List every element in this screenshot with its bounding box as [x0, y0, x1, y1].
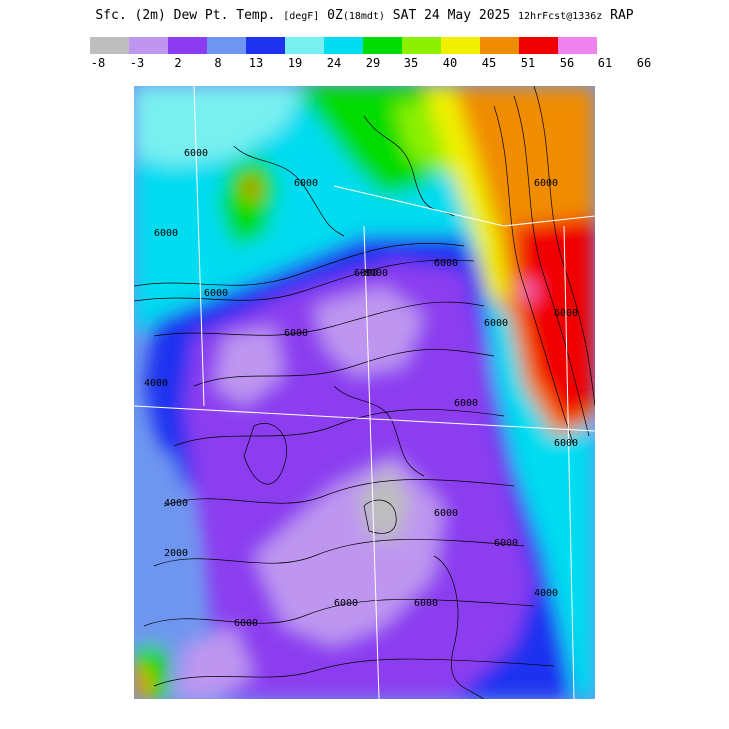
- title-model: RAP: [610, 8, 634, 23]
- terrain-contours: [134, 86, 595, 699]
- contour-label: 4000: [144, 378, 168, 389]
- contour-label: 6000: [334, 598, 358, 609]
- contour-label: 6000: [494, 538, 518, 549]
- legend-tick-label: 29: [365, 56, 381, 70]
- legend-swatch: [558, 37, 597, 54]
- dewpoint-fill: [134, 86, 595, 699]
- dewpoint-map: 6000 6000 6000 6000 6000 6000 6000 6000 6000 6000…: [134, 86, 595, 699]
- legend-swatch: [207, 37, 246, 54]
- color-legend: [90, 37, 597, 54]
- legend-tick-label: 13: [248, 56, 264, 70]
- legend-tick-label: 24: [326, 56, 342, 70]
- contour-label: 6000: [154, 228, 178, 239]
- legend-tick-label: 56: [559, 56, 575, 70]
- legend-tick-label: -8: [90, 56, 106, 70]
- contour-label: 6000: [184, 148, 208, 159]
- contour-label: 6000: [554, 308, 578, 319]
- title-prefix: Sfc. (2m) Dew Pt. Temp.: [95, 8, 276, 23]
- title-run: 12hrFcst@1336z: [518, 11, 603, 22]
- contour-label: 6000: [554, 438, 578, 449]
- contour-label: 6000: [284, 328, 308, 339]
- legend-tick-label: 61: [597, 56, 613, 70]
- contour-label: 6000: [294, 178, 318, 189]
- legend-tick-label: 2: [174, 56, 182, 70]
- legend-swatch: [519, 37, 558, 54]
- legend-swatch: [168, 37, 207, 54]
- legend-swatch: [285, 37, 324, 54]
- contour-label: 6000: [354, 268, 378, 279]
- title-local-time: (18mdt): [342, 11, 385, 22]
- legend-swatch: [402, 37, 441, 54]
- contour-label: 6000: [434, 508, 458, 519]
- contour-label: 8000: [364, 268, 388, 279]
- legend-swatch: [129, 37, 168, 54]
- legend-tick-label: 19: [287, 56, 303, 70]
- contour-label: 6000: [434, 258, 458, 269]
- legend-tick-label: 45: [481, 56, 497, 70]
- title-date: SAT 24 May 2025: [392, 8, 511, 23]
- legend-swatch: [324, 37, 363, 54]
- map-title: Sfc. (2m) Dew Pt. Temp. [degF] 0Z(18mdt)…: [0, 8, 729, 23]
- legend-tick-label: -3: [129, 56, 145, 70]
- contour-label: 6000: [204, 288, 228, 299]
- title-unit: [degF]: [283, 11, 320, 22]
- legend-swatch: [441, 37, 480, 54]
- contour-label: 4000: [164, 498, 188, 509]
- legend-swatch: [90, 37, 129, 54]
- contour-label: 4000: [534, 588, 558, 599]
- title-time: 0Z: [327, 8, 343, 23]
- color-legend-ticks: -8 -3 2 8 13 19 24 29 35 40 45 51 56 61 66: [0, 56, 729, 72]
- legend-swatch: [363, 37, 402, 54]
- legend-tick-label: 51: [520, 56, 536, 70]
- contour-label: 2000: [164, 548, 188, 559]
- contour-label: 6000: [234, 618, 258, 629]
- legend-tick-label: 35: [403, 56, 419, 70]
- legend-swatch: [480, 37, 519, 54]
- contour-label: 6000: [484, 318, 508, 329]
- legend-swatch: [246, 37, 285, 54]
- state-borders: [134, 86, 595, 699]
- legend-tick-label: 40: [442, 56, 458, 70]
- legend-tick-label: 8: [214, 56, 222, 70]
- legend-tick-label: 66: [636, 56, 652, 70]
- contour-label: 6000: [454, 398, 478, 409]
- contour-label: 6000: [414, 598, 438, 609]
- contour-label: 6000: [534, 178, 558, 189]
- contour-labels: 6000 6000 6000 6000 6000 6000 6000 6000 6000 6000…: [144, 148, 578, 629]
